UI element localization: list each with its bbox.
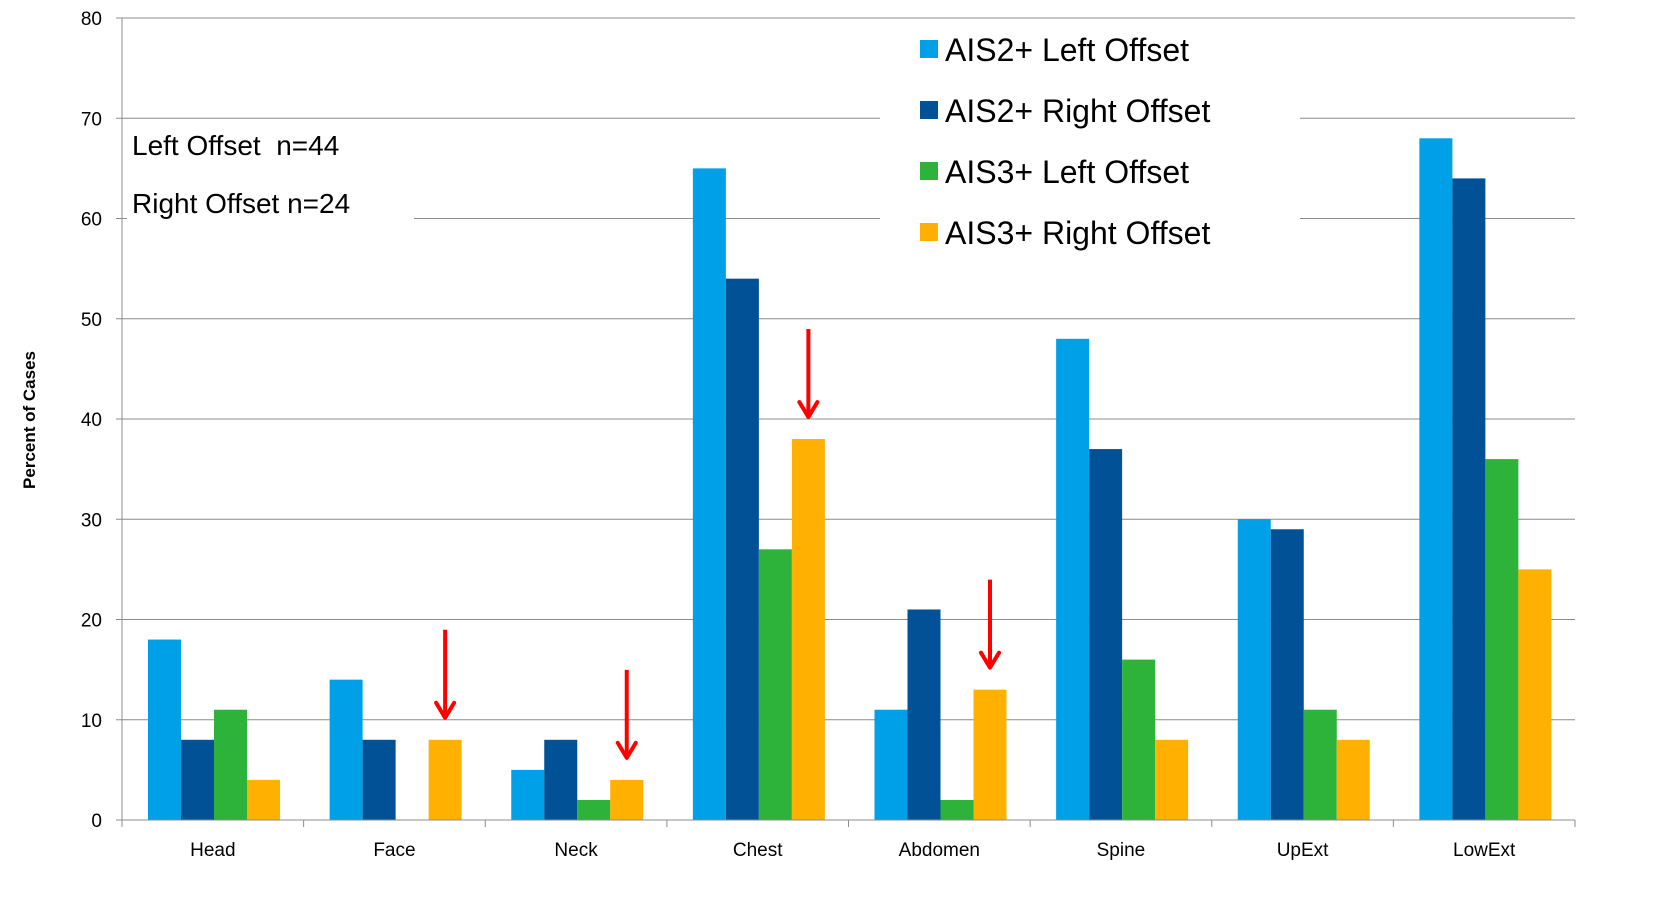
bar xyxy=(1056,338,1090,820)
y-tick-label: 10 xyxy=(81,711,102,732)
bar xyxy=(214,709,247,820)
legend-swatch xyxy=(920,223,938,241)
x-tick-label: UpExt xyxy=(1277,840,1329,861)
bar xyxy=(362,739,396,820)
bar xyxy=(1303,709,1337,820)
annotation-arrows xyxy=(434,329,1001,760)
legend-swatch xyxy=(920,101,938,119)
bar xyxy=(1485,459,1519,820)
bar xyxy=(247,779,280,820)
x-tick-label: Chest xyxy=(733,840,783,861)
bar xyxy=(1270,529,1304,820)
y-tick-label: 70 xyxy=(81,109,102,130)
legend-swatch xyxy=(920,162,938,180)
bar xyxy=(148,639,181,820)
legend-label: AIS3+ Left Offset xyxy=(945,154,1189,190)
y-tick-label: 80 xyxy=(81,9,102,30)
bar xyxy=(610,779,644,820)
annotation-arrow xyxy=(615,669,638,760)
legend-label: AIS2+ Left Offset xyxy=(945,32,1189,68)
bar xyxy=(1237,519,1271,820)
bar xyxy=(1336,739,1370,820)
bar xyxy=(1122,659,1156,820)
bar xyxy=(725,278,759,820)
bar xyxy=(511,769,545,820)
bar xyxy=(428,739,462,820)
bar xyxy=(692,168,726,820)
y-axis-title: Percent of Cases xyxy=(20,351,39,489)
x-tick-label: Spine xyxy=(1097,840,1146,861)
bar xyxy=(758,549,792,820)
legend-label: AIS3+ Right Offset xyxy=(945,215,1210,251)
sample-size-note: Left Offset n=44 xyxy=(132,130,339,161)
legend-swatch xyxy=(920,40,938,58)
y-tick-label: 60 xyxy=(81,210,102,231)
y-tick-label: 40 xyxy=(81,410,102,431)
legend-label: AIS2+ Right Offset xyxy=(945,93,1210,129)
annotation-arrow xyxy=(434,629,457,720)
x-axis-ticks: Head Face Neck Chest Abdomen Spine UpExt LowExt xyxy=(121,820,1576,861)
bar xyxy=(874,709,908,820)
x-tick-label: Head xyxy=(190,840,235,861)
y-tick-label: 20 xyxy=(81,611,102,632)
bar xyxy=(1452,178,1486,820)
bars xyxy=(148,138,1552,821)
x-tick-label: LowExt xyxy=(1453,840,1516,861)
y-tick-label: 50 xyxy=(81,310,102,331)
x-tick-label: Neck xyxy=(554,840,598,861)
bar xyxy=(544,739,578,820)
y-axis-ticks: 0 10 20 30 40 50 60 70 80 xyxy=(81,9,122,832)
notes-background xyxy=(127,122,414,220)
bar xyxy=(181,739,214,820)
legend: AIS2+ Left Offset AIS2+ Right Offset AIS3+… xyxy=(880,20,1300,264)
bar xyxy=(973,689,1007,820)
bar xyxy=(1155,739,1189,820)
x-tick-label: Abdomen xyxy=(899,840,980,861)
bar xyxy=(907,609,941,820)
bar xyxy=(577,799,611,820)
bar xyxy=(1089,449,1123,820)
legend-background xyxy=(880,20,1300,264)
bar xyxy=(791,439,825,820)
sample-size-note: Right Offset n=24 xyxy=(132,188,350,219)
y-tick-label: 30 xyxy=(81,510,102,531)
bar xyxy=(940,799,974,820)
x-tick-label: Face xyxy=(373,840,415,861)
annotation-arrow xyxy=(979,579,1001,670)
bar xyxy=(1518,569,1552,820)
bar xyxy=(329,679,363,820)
sample-size-notes: Left Offset n=44 Right Offset n=24 xyxy=(127,122,414,220)
bar xyxy=(1419,138,1453,821)
y-tick-label: 0 xyxy=(91,811,102,832)
annotation-arrow xyxy=(797,329,820,420)
